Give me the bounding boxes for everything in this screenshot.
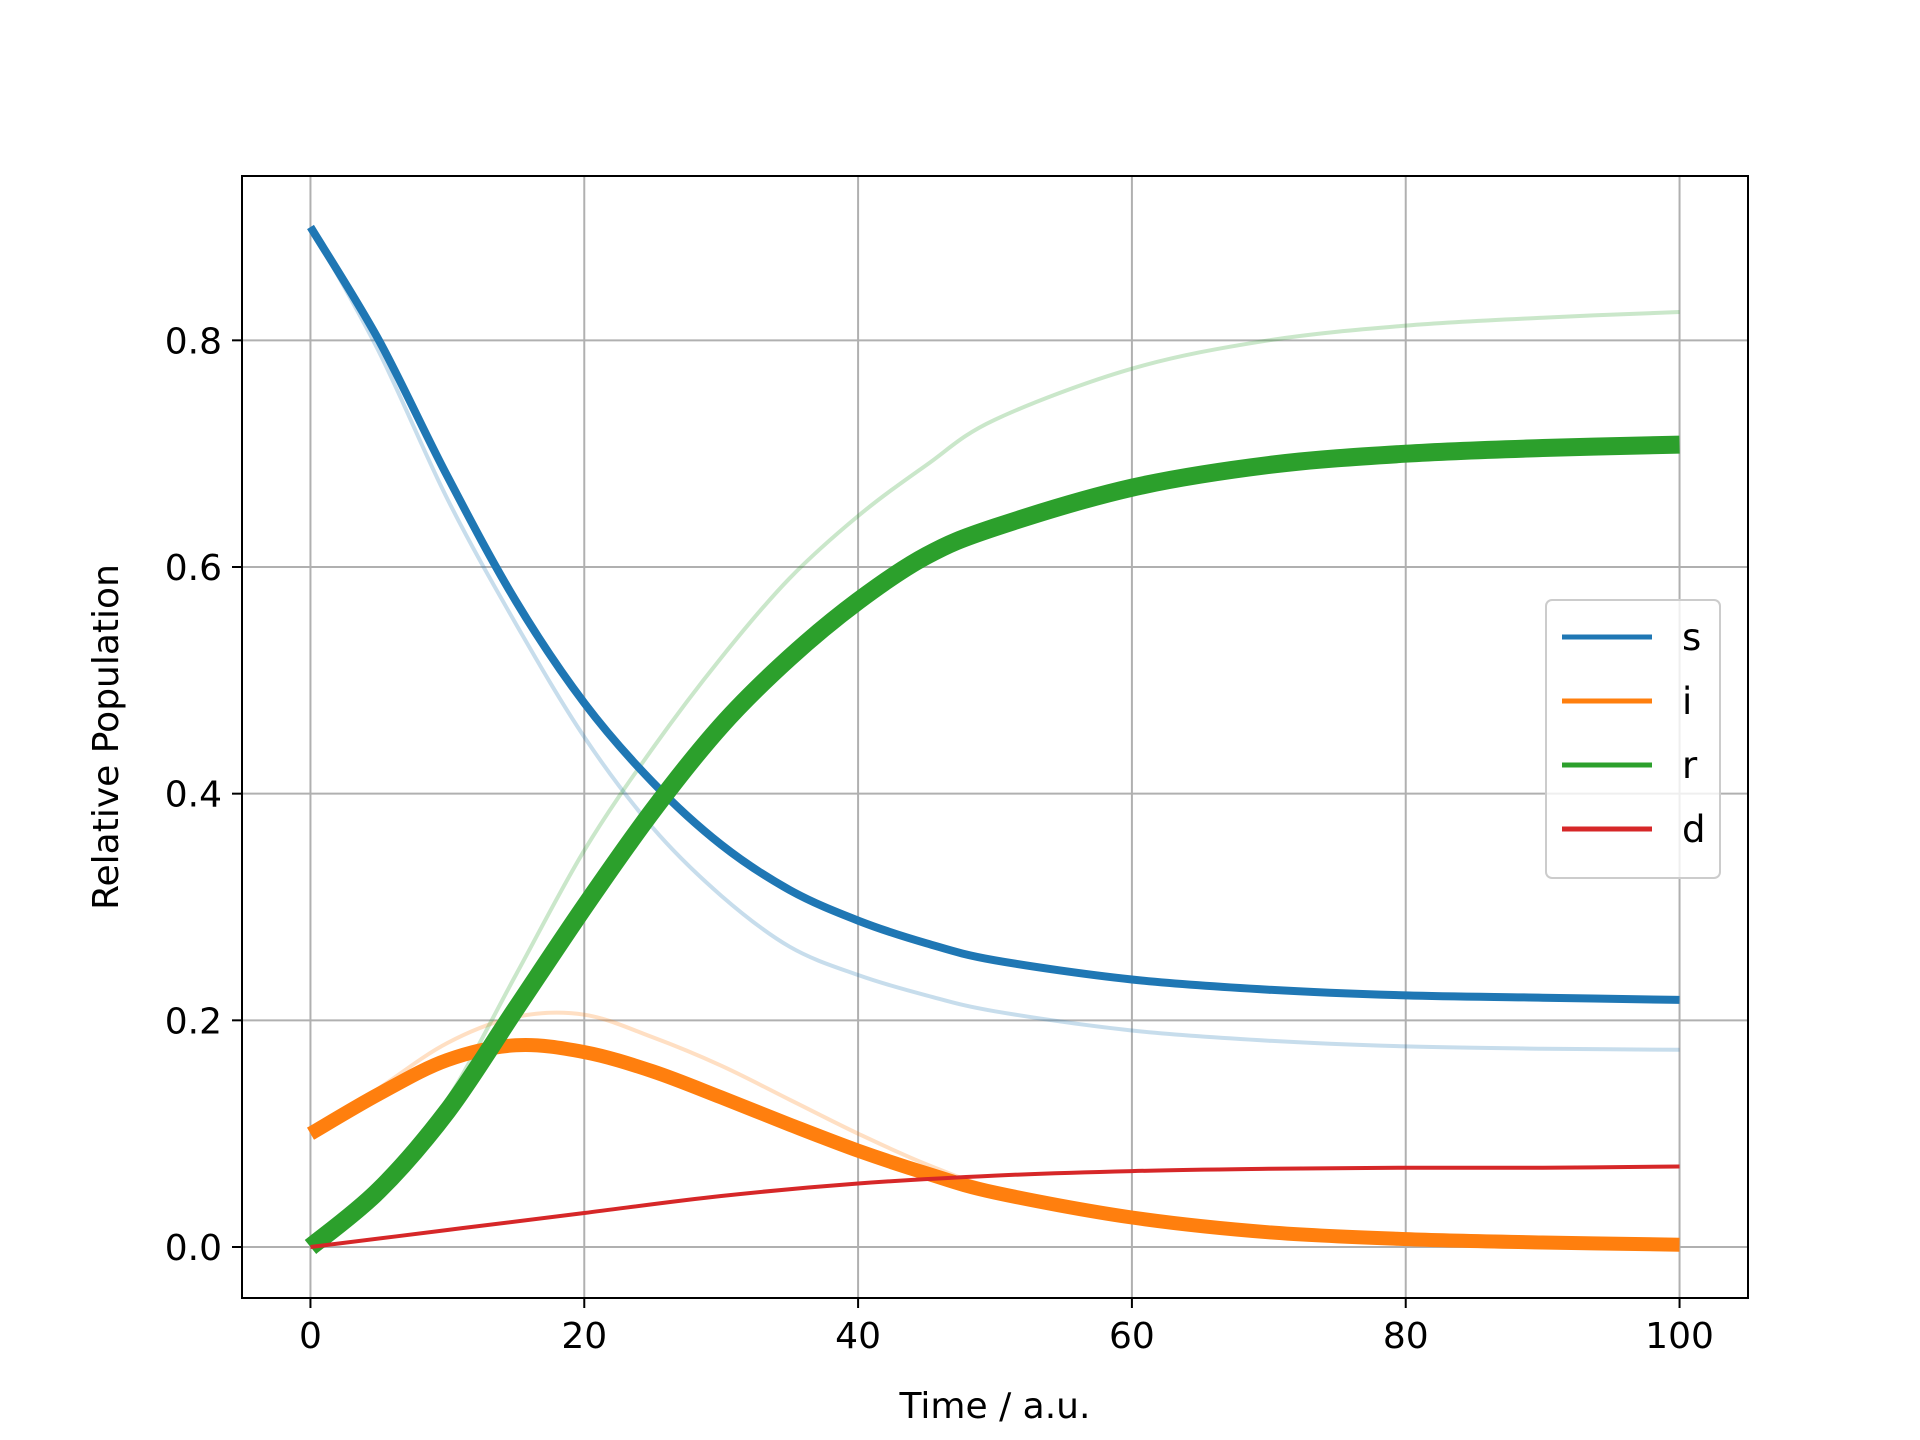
y-tick-label: 0.8: [165, 321, 222, 362]
series-group: [304, 224, 1680, 1254]
series-line-d: [310, 1164, 1680, 1249]
x-tick-label: 100: [1645, 1316, 1714, 1357]
series-line-s: [307, 224, 1680, 1004]
legend-box: [1545, 599, 1721, 879]
y-tick-label: 0.4: [165, 775, 222, 816]
y-axis-label: Relative Population: [86, 564, 127, 910]
y-tick-label: 0.0: [165, 1228, 222, 1269]
y-tick-label: 0.6: [165, 548, 222, 589]
faded-series-line: [309, 310, 1680, 1249]
faded-series-line: [308, 226, 1680, 1052]
x-tick-label: 0: [299, 1316, 322, 1357]
series-line-r: [304, 435, 1680, 1254]
legend-label-s: s: [1682, 616, 1701, 659]
x-axis-label: Time / a.u.: [899, 1386, 1091, 1427]
y-tick-label: 0.2: [165, 1001, 222, 1042]
legend-label-r: r: [1682, 744, 1698, 787]
x-tick-label: 40: [835, 1316, 881, 1357]
legend-label-d: d: [1682, 808, 1706, 851]
x-tick-label: 60: [1109, 1316, 1155, 1357]
x-tick-label: 20: [561, 1316, 607, 1357]
x-tick-label: 80: [1383, 1316, 1429, 1357]
legend-label-i: i: [1682, 680, 1692, 723]
grid: [242, 176, 1748, 1298]
ticks: 0 20 40 60 80 100 0.0 0.2 0.4 0.6 0.8: [165, 321, 1714, 1357]
plot-frame: [241, 175, 1749, 1299]
